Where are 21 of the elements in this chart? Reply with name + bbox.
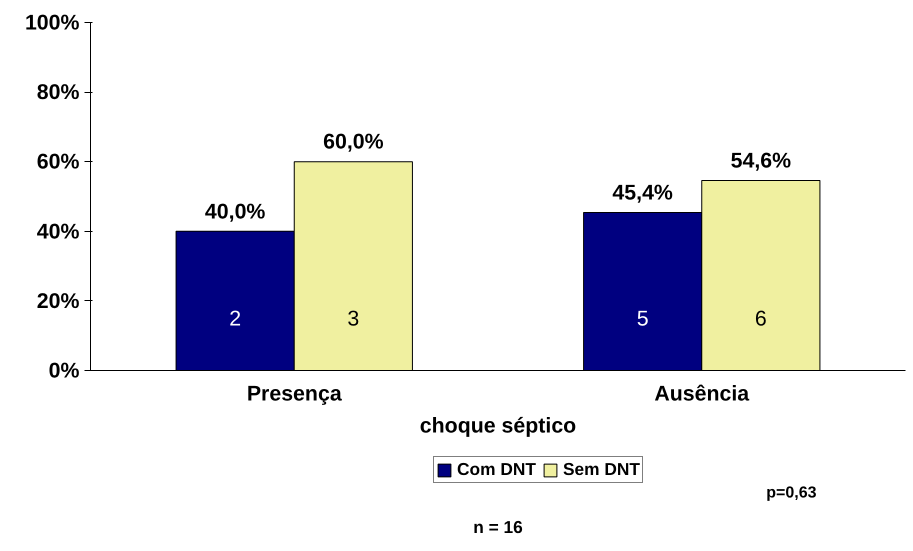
y-tick-label: 60% — [36, 150, 80, 174]
legend-label: Sem DNT — [562, 459, 640, 480]
annotation: 6 — [754, 306, 767, 330]
y-tick-label: 80% — [36, 80, 80, 104]
text: p=0,63 — [766, 484, 817, 502]
y-tick-label: 20% — [36, 288, 80, 313]
x-tick-label: Ausência — [654, 382, 750, 406]
data-label: 60,0% — [323, 130, 384, 154]
x-tick-label: Presença — [246, 382, 342, 406]
y-tick-label: 0% — [48, 358, 80, 382]
annotation: 5 — [636, 306, 649, 330]
data-label: 54,6% — [730, 148, 792, 172]
legend-label: Com DNT — [457, 459, 536, 480]
data-label: 45,4% — [612, 180, 673, 205]
data-label: 40,0% — [204, 199, 266, 224]
annotation: 2 — [229, 306, 242, 330]
x-axis-title: choque séptico — [420, 414, 576, 438]
annotation: 3 — [347, 306, 360, 330]
y-tick-label: 40% — [36, 219, 80, 244]
y-tick-label: 100% — [24, 10, 80, 34]
text: n = 16 — [473, 517, 524, 538]
